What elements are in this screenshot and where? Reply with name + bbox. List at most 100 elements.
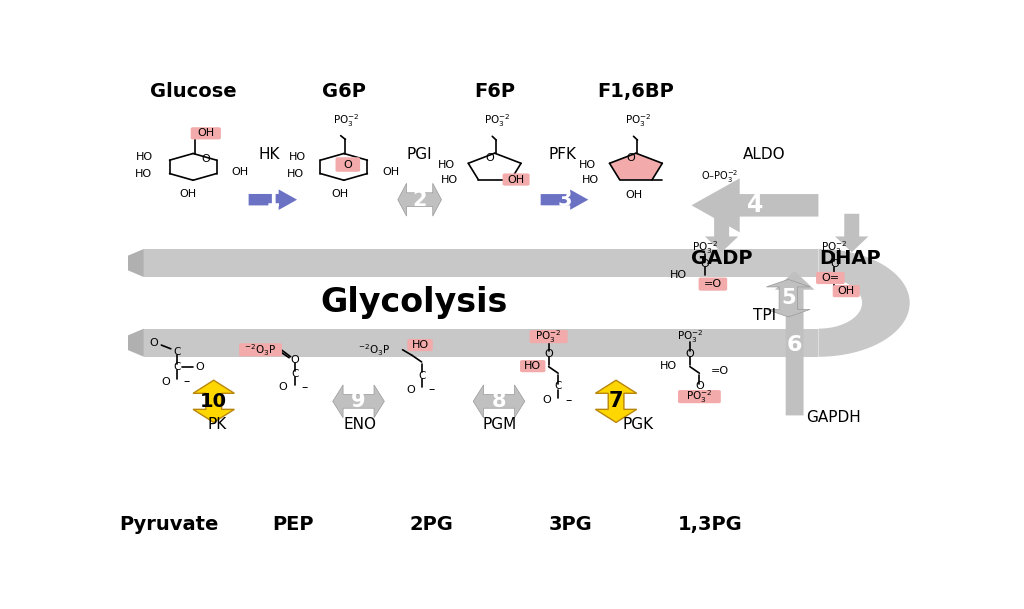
Polygon shape [111, 249, 143, 277]
Polygon shape [766, 280, 810, 317]
Text: Glucose: Glucose [150, 82, 237, 101]
Text: PO$_3^{-2}$: PO$_3^{-2}$ [625, 112, 651, 128]
Polygon shape [818, 249, 909, 357]
Polygon shape [705, 214, 738, 252]
Text: ALDO: ALDO [743, 147, 785, 162]
Text: OH: OH [838, 286, 855, 296]
Text: OH: OH [508, 175, 524, 185]
Text: C: C [418, 370, 425, 381]
Text: PGI: PGI [407, 147, 432, 162]
Text: O: O [195, 362, 204, 372]
Text: F1,6BP: F1,6BP [598, 82, 674, 101]
Polygon shape [595, 380, 637, 423]
Text: O: O [150, 338, 158, 348]
Text: O=: O= [821, 273, 840, 283]
Text: HO: HO [671, 270, 687, 280]
Text: PEP: PEP [272, 515, 313, 533]
Text: =O: =O [711, 367, 729, 376]
Text: DHAP: DHAP [819, 249, 881, 268]
Text: –: – [302, 381, 308, 394]
Polygon shape [143, 329, 818, 357]
Polygon shape [775, 271, 814, 415]
Polygon shape [836, 214, 868, 252]
Text: HO: HO [287, 169, 304, 179]
Text: Glycolysis: Glycolysis [321, 286, 507, 319]
Text: 2: 2 [413, 189, 427, 209]
Text: HO: HO [289, 152, 306, 163]
Text: 3: 3 [557, 189, 571, 209]
Polygon shape [333, 385, 384, 418]
Polygon shape [143, 249, 818, 277]
Text: 1: 1 [266, 189, 281, 209]
Text: HO: HO [524, 361, 542, 371]
Text: O: O [700, 259, 710, 269]
Text: PGK: PGK [623, 417, 654, 432]
FancyBboxPatch shape [529, 330, 567, 343]
Text: PO$_3^{-2}$: PO$_3^{-2}$ [483, 112, 510, 128]
Text: OH: OH [382, 167, 399, 177]
Text: PO$_3^{-2}$: PO$_3^{-2}$ [333, 112, 359, 129]
Text: OH: OH [198, 128, 214, 138]
Text: C: C [291, 369, 298, 379]
Text: OH: OH [626, 190, 643, 200]
FancyBboxPatch shape [678, 390, 721, 403]
Text: O: O [685, 348, 694, 359]
Text: –: – [183, 375, 189, 388]
Text: $^{-2}$O$_3$P: $^{-2}$O$_3$P [245, 342, 276, 357]
Text: PFK: PFK [549, 147, 577, 162]
Text: O: O [627, 153, 636, 163]
Polygon shape [609, 153, 663, 180]
FancyBboxPatch shape [190, 127, 221, 139]
Text: HK: HK [258, 147, 280, 162]
Polygon shape [249, 189, 297, 210]
Text: HO: HO [412, 340, 429, 350]
FancyBboxPatch shape [239, 343, 282, 356]
Text: G6P: G6P [322, 82, 366, 101]
Text: GAPDH: GAPDH [807, 410, 861, 425]
Text: ENO: ENO [343, 417, 376, 432]
Text: TPI: TPI [754, 308, 776, 323]
Text: 7: 7 [609, 392, 624, 411]
Text: PO$_3^{-2}$: PO$_3^{-2}$ [692, 239, 718, 256]
FancyBboxPatch shape [833, 285, 860, 297]
Text: PK: PK [207, 417, 226, 432]
Polygon shape [111, 329, 143, 357]
Text: –: – [429, 383, 435, 396]
Text: O: O [485, 153, 495, 163]
Text: 6: 6 [786, 335, 803, 355]
Text: HO: HO [438, 160, 455, 171]
Text: =O: =O [703, 279, 722, 289]
Text: HO: HO [660, 361, 677, 371]
Text: PO$_3^{-2}$: PO$_3^{-2}$ [686, 389, 713, 405]
Text: 3PG: 3PG [549, 515, 593, 533]
Text: OH: OH [231, 167, 248, 177]
FancyBboxPatch shape [408, 339, 433, 351]
FancyBboxPatch shape [336, 157, 360, 172]
Text: O: O [544, 348, 553, 359]
Text: O: O [162, 376, 170, 387]
Text: O: O [829, 259, 839, 269]
Text: C: C [554, 381, 562, 392]
Text: Pyruvate: Pyruvate [120, 515, 219, 533]
Text: O: O [343, 160, 352, 169]
Text: 5: 5 [781, 288, 796, 308]
Polygon shape [541, 189, 588, 210]
Text: 10: 10 [201, 392, 227, 411]
Text: O: O [279, 382, 287, 392]
Text: HO: HO [441, 175, 458, 185]
Text: 9: 9 [351, 392, 366, 411]
Text: PO$_3^{-2}$: PO$_3^{-2}$ [536, 328, 562, 345]
Text: 1,3PG: 1,3PG [677, 515, 742, 533]
Text: O: O [695, 381, 703, 392]
Text: HO: HO [580, 160, 596, 171]
Polygon shape [691, 178, 818, 232]
Text: 4: 4 [746, 193, 763, 217]
Polygon shape [397, 183, 441, 216]
Text: HO: HO [135, 169, 152, 179]
Text: 2PG: 2PG [410, 515, 453, 533]
Text: PO$_3^{-2}$: PO$_3^{-2}$ [677, 328, 703, 345]
Text: O: O [290, 355, 299, 365]
Text: HO: HO [136, 152, 154, 161]
FancyBboxPatch shape [520, 360, 546, 372]
Text: O: O [407, 385, 415, 395]
